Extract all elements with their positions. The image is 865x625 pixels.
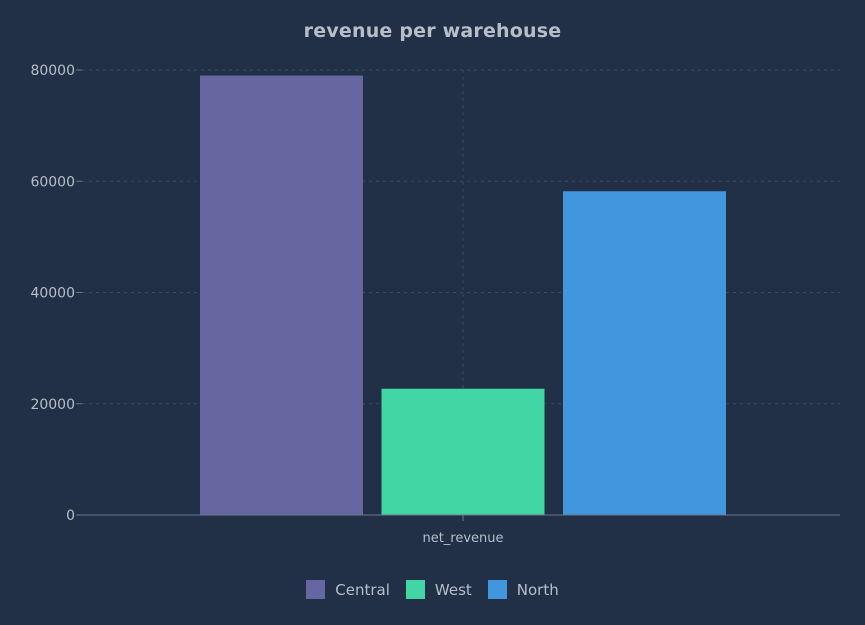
bar-central[interactable] xyxy=(200,75,363,515)
legend: Central West North xyxy=(0,580,865,599)
legend-swatch xyxy=(405,580,425,599)
chart-title: revenue per warehouse xyxy=(303,20,562,42)
legend-item-central[interactable]: Central xyxy=(306,580,390,599)
y-tick-label: 60000 xyxy=(30,174,75,190)
y-tick-label: 0 xyxy=(66,508,75,524)
legend-label: West xyxy=(434,580,472,599)
bar-north[interactable] xyxy=(563,191,726,515)
y-tick-label: 20000 xyxy=(30,397,75,413)
legend-label: Central xyxy=(335,580,390,599)
y-tick-label: 80000 xyxy=(30,63,75,79)
y-tick-label: 40000 xyxy=(30,286,75,302)
legend-item-west[interactable]: West xyxy=(405,580,472,599)
bar-west[interactable] xyxy=(381,388,545,515)
legend-swatch xyxy=(306,580,326,599)
x-tick-label: net_revenue xyxy=(422,531,503,546)
legend-item-north[interactable]: North xyxy=(487,580,559,599)
legend-label: North xyxy=(516,580,559,599)
legend-swatch xyxy=(487,580,507,599)
